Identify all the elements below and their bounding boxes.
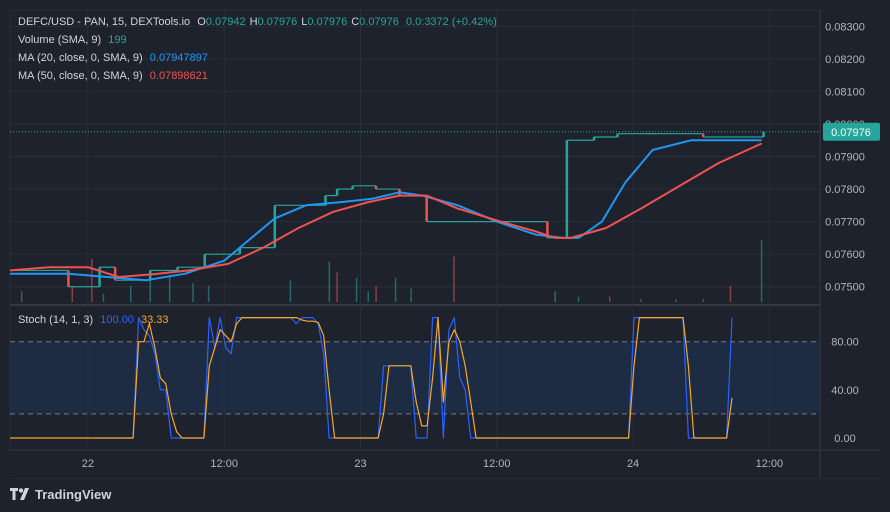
time-tick-label: 12:00 — [210, 458, 238, 470]
legend-volume-label: Volume (SMA, 9) — [18, 34, 102, 46]
volume-bar — [20, 291, 23, 302]
volume-bar — [675, 299, 677, 302]
volume-bar — [207, 285, 210, 302]
volume-bar — [91, 258, 93, 302]
volume-bar — [554, 291, 556, 302]
stoch-band — [10, 341, 820, 414]
footer-border — [10, 478, 880, 479]
legend-ohlc-value: 0.07976 — [257, 16, 298, 28]
legend-ma50-value: 0.07898621 — [149, 70, 208, 82]
legend-ma20-value: 0.07947897 — [149, 52, 208, 64]
price-tick-label: 0.08100 — [825, 86, 865, 98]
legend-ma50-row: MA (50, close, 0, SMA, 9) 0.07898621 — [18, 70, 208, 82]
legend-volume-value: 199 — [108, 34, 127, 46]
legend-ohlc-value: 0.07976 — [307, 16, 348, 28]
volume-bar — [336, 272, 338, 302]
tradingview-brand: TradingView — [35, 486, 112, 502]
volume-bar — [367, 291, 370, 302]
ma20-line — [10, 139, 762, 282]
ma50-line — [9, 142, 763, 278]
price-tick-label: 0.07800 — [825, 184, 865, 196]
current-price-value: 0.07976 — [831, 127, 871, 139]
price-tick-label: 0.07900 — [825, 152, 865, 164]
volume-bar — [71, 285, 74, 302]
volume-bar — [289, 280, 292, 302]
legend-ohlc-h: H0.07976 — [250, 16, 298, 28]
volume-bar — [168, 275, 171, 302]
price-tick-label: 0.07500 — [825, 282, 865, 294]
stoch-d-line — [95, 317, 733, 439]
legend-ohlc-value: 0.07942 — [205, 16, 246, 28]
volume-bar — [577, 296, 580, 302]
volume-bar — [149, 277, 151, 302]
volume-bar — [702, 299, 704, 302]
legend-ohlc-value: 0.07976 — [359, 16, 399, 28]
time-tick-label: 12:00 — [756, 458, 784, 470]
legend-ma20-row: MA (20, close, 0, SMA, 9) 0.07947897 — [18, 52, 208, 64]
volume-bar — [410, 288, 412, 302]
legend-symbol: DEFC/USD - PAN, 15, DEXTools.io — [18, 16, 191, 28]
stoch-tick-label: 80.00 — [831, 337, 859, 349]
legend-stoch-k: 100.00 — [100, 314, 134, 326]
legend-ohlc-l: L0.07976 — [301, 16, 347, 28]
volume-bar — [192, 283, 194, 302]
price-tick-label: 0.08200 — [825, 54, 865, 66]
legend-ohlc-key: L — [301, 16, 308, 28]
tradingview-logo[interactable]: TradingView — [10, 484, 111, 504]
volume-bar — [102, 293, 105, 302]
volume-bar — [453, 256, 455, 302]
legend-ohlc-key: O — [197, 16, 206, 28]
stoch-tick-label: 0.00 — [834, 433, 855, 445]
legend-ohlc-key: C — [351, 16, 360, 28]
current-price-tag — [823, 122, 880, 141]
time-tick-label: 24 — [627, 458, 639, 470]
stoch-tick-label: 40.00 — [831, 385, 859, 397]
legend-ohlc-c: C0.07976 — [351, 16, 399, 28]
volume-bar — [729, 285, 732, 302]
volume-bar — [375, 285, 377, 302]
legend-ohlc: O0.07942 H0.07976 L0.07976 C0.07976 — [193, 16, 399, 28]
time-tick-label: 23 — [354, 458, 366, 470]
time-tick-label: 22 — [82, 458, 94, 470]
legend-ma50-label: MA (50, close, 0, SMA, 9) — [18, 70, 143, 82]
volume-bar — [129, 285, 132, 302]
legend-ma20-label: MA (20, close, 0, SMA, 9) — [18, 52, 143, 64]
volume-bar — [328, 261, 331, 302]
price-tick-label: 0.07700 — [825, 217, 865, 229]
volume-bar — [355, 277, 358, 302]
legend-symbol-row: DEFC/USD - PAN, 15, DEXTools.io O0.07942… — [18, 16, 497, 28]
volume-bar — [394, 277, 397, 302]
time-tick-label: 12:00 — [483, 458, 511, 470]
legend-change: 0.0:3372 (+0.42%) — [405, 16, 497, 28]
volume-bar — [608, 296, 611, 302]
tradingview-icon — [10, 488, 29, 500]
volume-bar — [760, 240, 763, 302]
legend-stoch-label: Stoch (14, 1, 3) — [18, 314, 94, 326]
volume-bar — [640, 299, 642, 302]
legend-ohlc-key: H — [249, 16, 258, 28]
legend-ohlc-o: O0.07942 — [197, 16, 245, 28]
legend-stoch-row: Stoch (14, 1, 3) 100.00 33.33 — [18, 314, 169, 326]
price-tick-label: 0.07600 — [825, 249, 865, 261]
price-tick-label: 0.08300 — [825, 21, 865, 33]
legend-stoch-d: 33.33 — [141, 314, 169, 326]
legend-volume-row: Volume (SMA, 9) 199 — [18, 34, 127, 46]
